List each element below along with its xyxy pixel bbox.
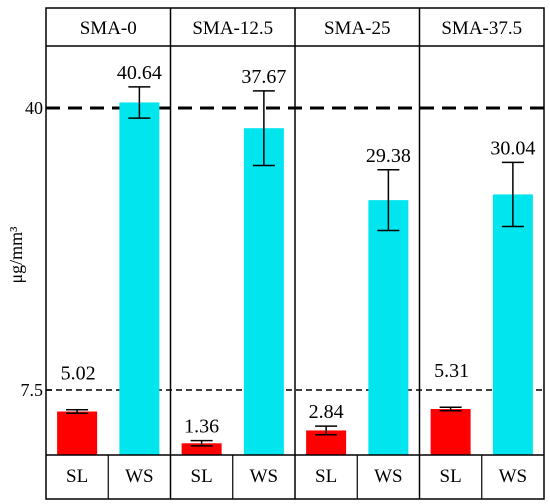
data-label: 29.38 <box>366 145 411 167</box>
x-tick-label: WS <box>499 466 528 487</box>
y-tick-label: 40 <box>25 98 43 118</box>
x-tick-label: WS <box>125 466 154 487</box>
bar-ws <box>368 200 409 455</box>
data-label: 1.36 <box>184 416 219 438</box>
data-label: 5.31 <box>434 360 469 382</box>
data-label: 5.02 <box>61 363 96 385</box>
bar-sl <box>57 411 98 455</box>
bar-ws <box>492 194 533 455</box>
x-tick-label: SL <box>315 466 337 487</box>
panel-title: SMA-12.5 <box>192 18 273 39</box>
bar-ws <box>243 128 284 455</box>
bar-sl <box>430 409 471 455</box>
x-tick-label: SL <box>191 466 213 487</box>
panel-title: SMA-37.5 <box>441 18 522 39</box>
bar-sl <box>181 443 222 455</box>
bar-ws <box>119 102 160 455</box>
panel-title: SMA-25 <box>324 18 391 39</box>
x-tick-label: SL <box>440 466 462 487</box>
data-label: 2.84 <box>309 401 344 423</box>
data-label: 40.64 <box>117 62 162 84</box>
x-tick-label: WS <box>374 466 403 487</box>
x-tick-label: WS <box>250 466 279 487</box>
x-tick-label: SL <box>66 466 88 487</box>
plot-area: 7.5 40 SMA-0 5.02 SL 40.64 WS SMA-12.5 1.36 SL 37.… <box>21 7 545 500</box>
panel-title: SMA-0 <box>80 18 137 39</box>
data-label: 30.04 <box>490 137 535 159</box>
y-tick-label: 7.5 <box>21 380 44 400</box>
y-axis-label: μg/mm³ <box>6 226 26 284</box>
data-label: 37.67 <box>241 66 286 88</box>
